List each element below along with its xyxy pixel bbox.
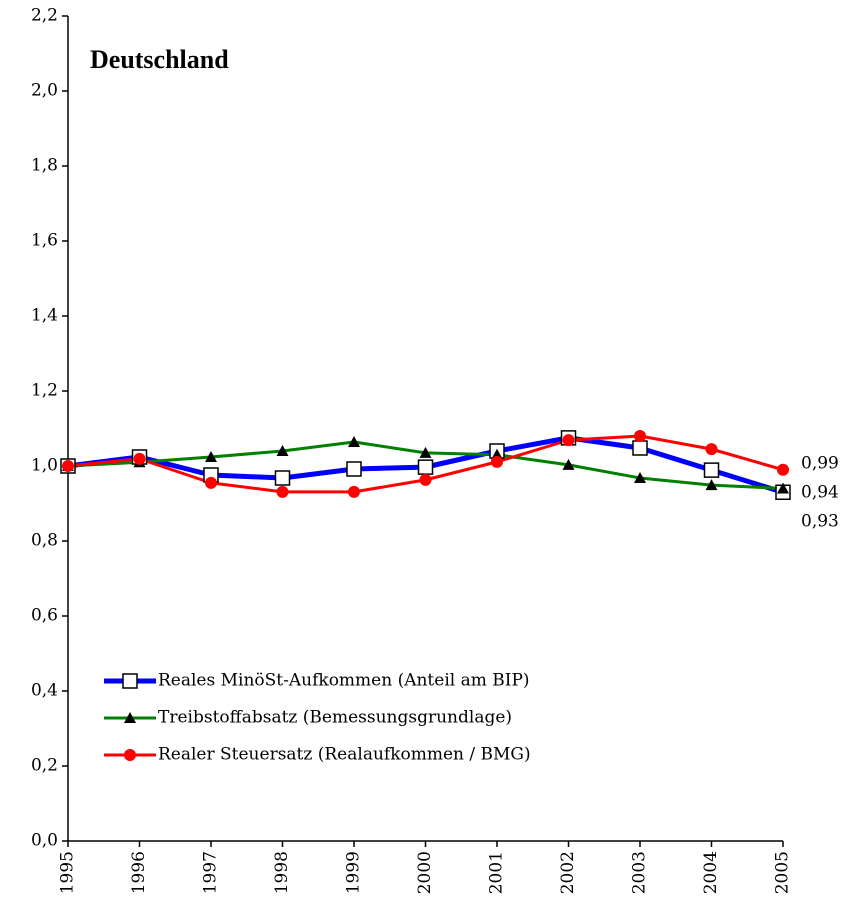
- y-tick-label: 0,8: [31, 531, 58, 551]
- y-tick-label: 0,4: [31, 681, 58, 701]
- marker: [62, 460, 74, 472]
- data-label: 0,99: [801, 454, 839, 474]
- legend-label: Treibstoffabsatz (Bemessungsgrundlage): [158, 708, 512, 728]
- marker: [124, 712, 136, 723]
- marker: [705, 443, 718, 456]
- data-label: 0,94: [801, 483, 839, 503]
- legend-label: Realer Steuersatz (Realaufkommen / BMG): [158, 745, 531, 765]
- marker: [205, 476, 217, 489]
- marker: [703, 462, 720, 478]
- marker: [777, 463, 789, 476]
- marker: [419, 446, 432, 458]
- x-tick-label: 2000: [415, 851, 435, 894]
- marker: [133, 452, 146, 465]
- x-tick-label: 2005: [773, 851, 793, 894]
- x-tick-label: 1997: [201, 851, 221, 894]
- marker: [777, 482, 789, 494]
- legend-label: Reales MinöSt-Aufkommen (Anteil am BIP): [158, 671, 530, 691]
- marker: [419, 473, 432, 486]
- y-tick-label: 0,0: [31, 831, 58, 851]
- y-tick-label: 1,0: [31, 456, 58, 476]
- marker: [417, 459, 434, 475]
- y-tick-label: 2,0: [31, 81, 58, 101]
- y-tick-label: 1,6: [31, 231, 58, 251]
- marker: [348, 436, 360, 447]
- marker: [274, 470, 291, 486]
- marker: [124, 749, 136, 761]
- marker: [562, 458, 575, 470]
- marker: [276, 445, 289, 456]
- y-tick-label: 1,4: [31, 306, 58, 326]
- marker: [632, 440, 648, 456]
- marker: [562, 434, 575, 447]
- chart-title: Deutschland: [90, 45, 229, 74]
- marker: [634, 472, 646, 483]
- marker: [346, 461, 362, 477]
- y-tick-label: 1,8: [31, 156, 58, 176]
- x-tick-label: 1996: [129, 851, 149, 894]
- y-tick-label: 1,2: [31, 381, 58, 401]
- x-tick-label: 1995: [58, 851, 78, 894]
- marker: [348, 485, 360, 498]
- x-tick-label: 2004: [701, 851, 721, 894]
- marker: [705, 479, 718, 491]
- x-tick-label: 1998: [272, 851, 292, 894]
- y-tick-label: 0,6: [31, 606, 58, 626]
- marker: [276, 485, 289, 498]
- x-tick-label: 2001: [487, 851, 507, 894]
- marker: [205, 451, 217, 462]
- y-tick-label: 0,2: [31, 756, 58, 776]
- marker: [491, 455, 503, 468]
- y-tick-label: 2,2: [31, 6, 58, 26]
- data-label: 0,93: [801, 512, 839, 532]
- x-tick-label: 1999: [344, 851, 364, 894]
- marker: [122, 673, 138, 689]
- x-tick-label: 2002: [558, 851, 578, 894]
- marker: [634, 430, 646, 442]
- x-tick-label: 2003: [630, 851, 650, 894]
